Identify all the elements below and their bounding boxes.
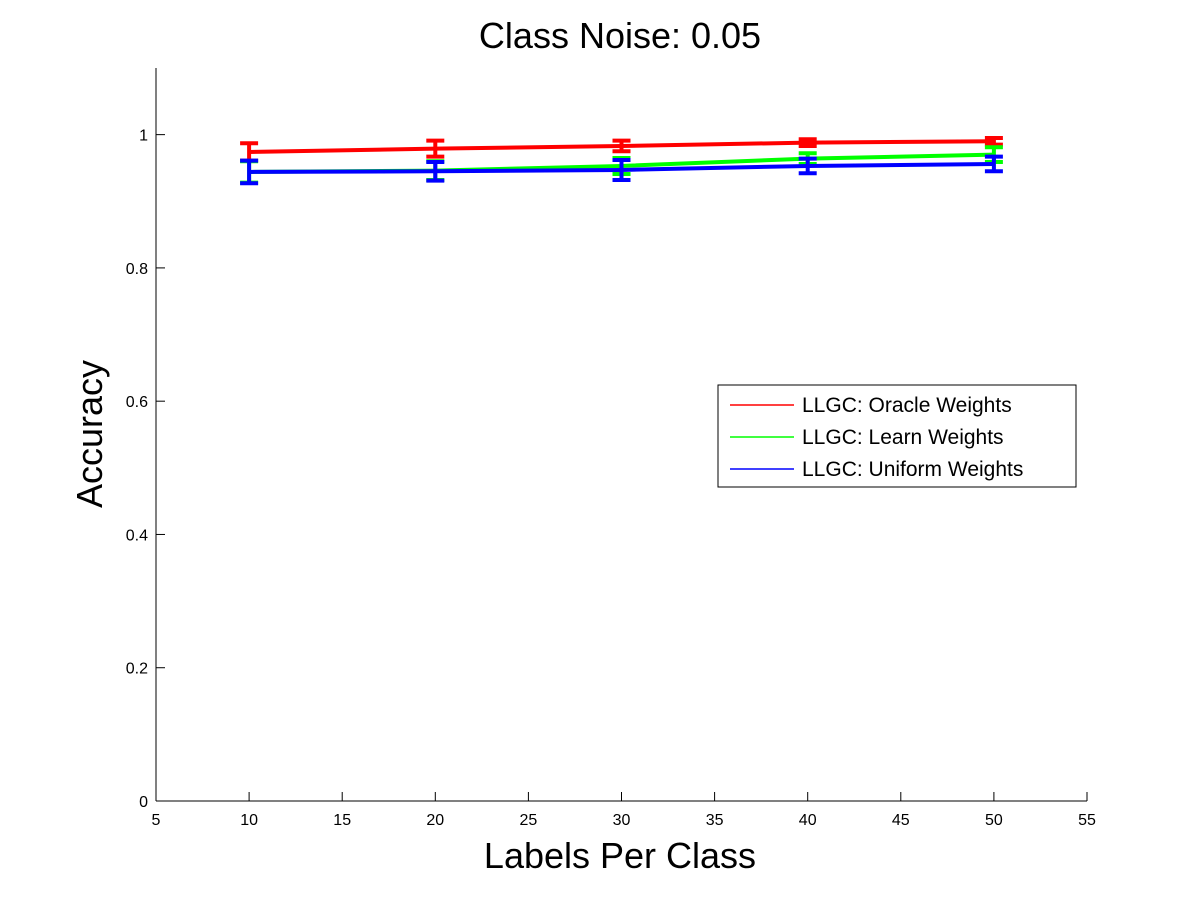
legend-label: LLGC: Uniform Weights — [802, 458, 1023, 481]
x-ticks: 5 10 15 20 25 30 35 40 45 50 55 — [152, 792, 1096, 829]
x-tick-label: 45 — [892, 812, 910, 829]
legend-item: LLGC: Uniform Weights — [730, 458, 1023, 481]
y-tick-label: 1 — [139, 128, 148, 145]
series-group — [240, 135, 1003, 186]
x-tick-label: 50 — [985, 812, 1003, 829]
y-tick-label: 0.6 — [126, 394, 148, 411]
legend: LLGC: Oracle Weights LLGC: Learn Weights L… — [717, 384, 1077, 488]
x-tick-label: 15 — [333, 812, 351, 829]
legend-label: LLGC: Oracle Weights — [802, 394, 1012, 417]
x-tick-label: 40 — [799, 812, 817, 829]
series-3 — [240, 154, 1003, 186]
x-tick-label: 25 — [520, 812, 538, 829]
x-tick-label: 20 — [426, 812, 444, 829]
y-ticks: 0 0.2 0.4 0.6 0.8 1 — [126, 128, 165, 811]
x-tick-label: 5 — [152, 812, 161, 829]
chart-title: Class Noise: 0.05 — [479, 15, 761, 56]
x-tick-label: 55 — [1078, 812, 1096, 829]
series-line — [249, 161, 994, 174]
y-tick-label: 0.8 — [126, 261, 148, 278]
series-1 — [240, 135, 1003, 163]
series-line — [249, 139, 994, 154]
legend-box — [717, 384, 1077, 488]
x-axis-title: Labels Per Class — [484, 835, 756, 876]
x-tick-label: 10 — [240, 812, 258, 829]
legend-item: LLGC: Oracle Weights — [730, 394, 1012, 417]
legend-item: LLGC: Learn Weights — [730, 426, 1004, 449]
x-tick-label: 30 — [613, 812, 631, 829]
legend-label: LLGC: Learn Weights — [802, 426, 1004, 449]
y-tick-label: 0 — [139, 794, 148, 811]
y-tick-label: 0.4 — [126, 527, 148, 544]
y-axis-title: Accuracy — [69, 360, 110, 508]
y-tick-label: 0.2 — [126, 661, 148, 678]
x-tick-label: 35 — [706, 812, 724, 829]
